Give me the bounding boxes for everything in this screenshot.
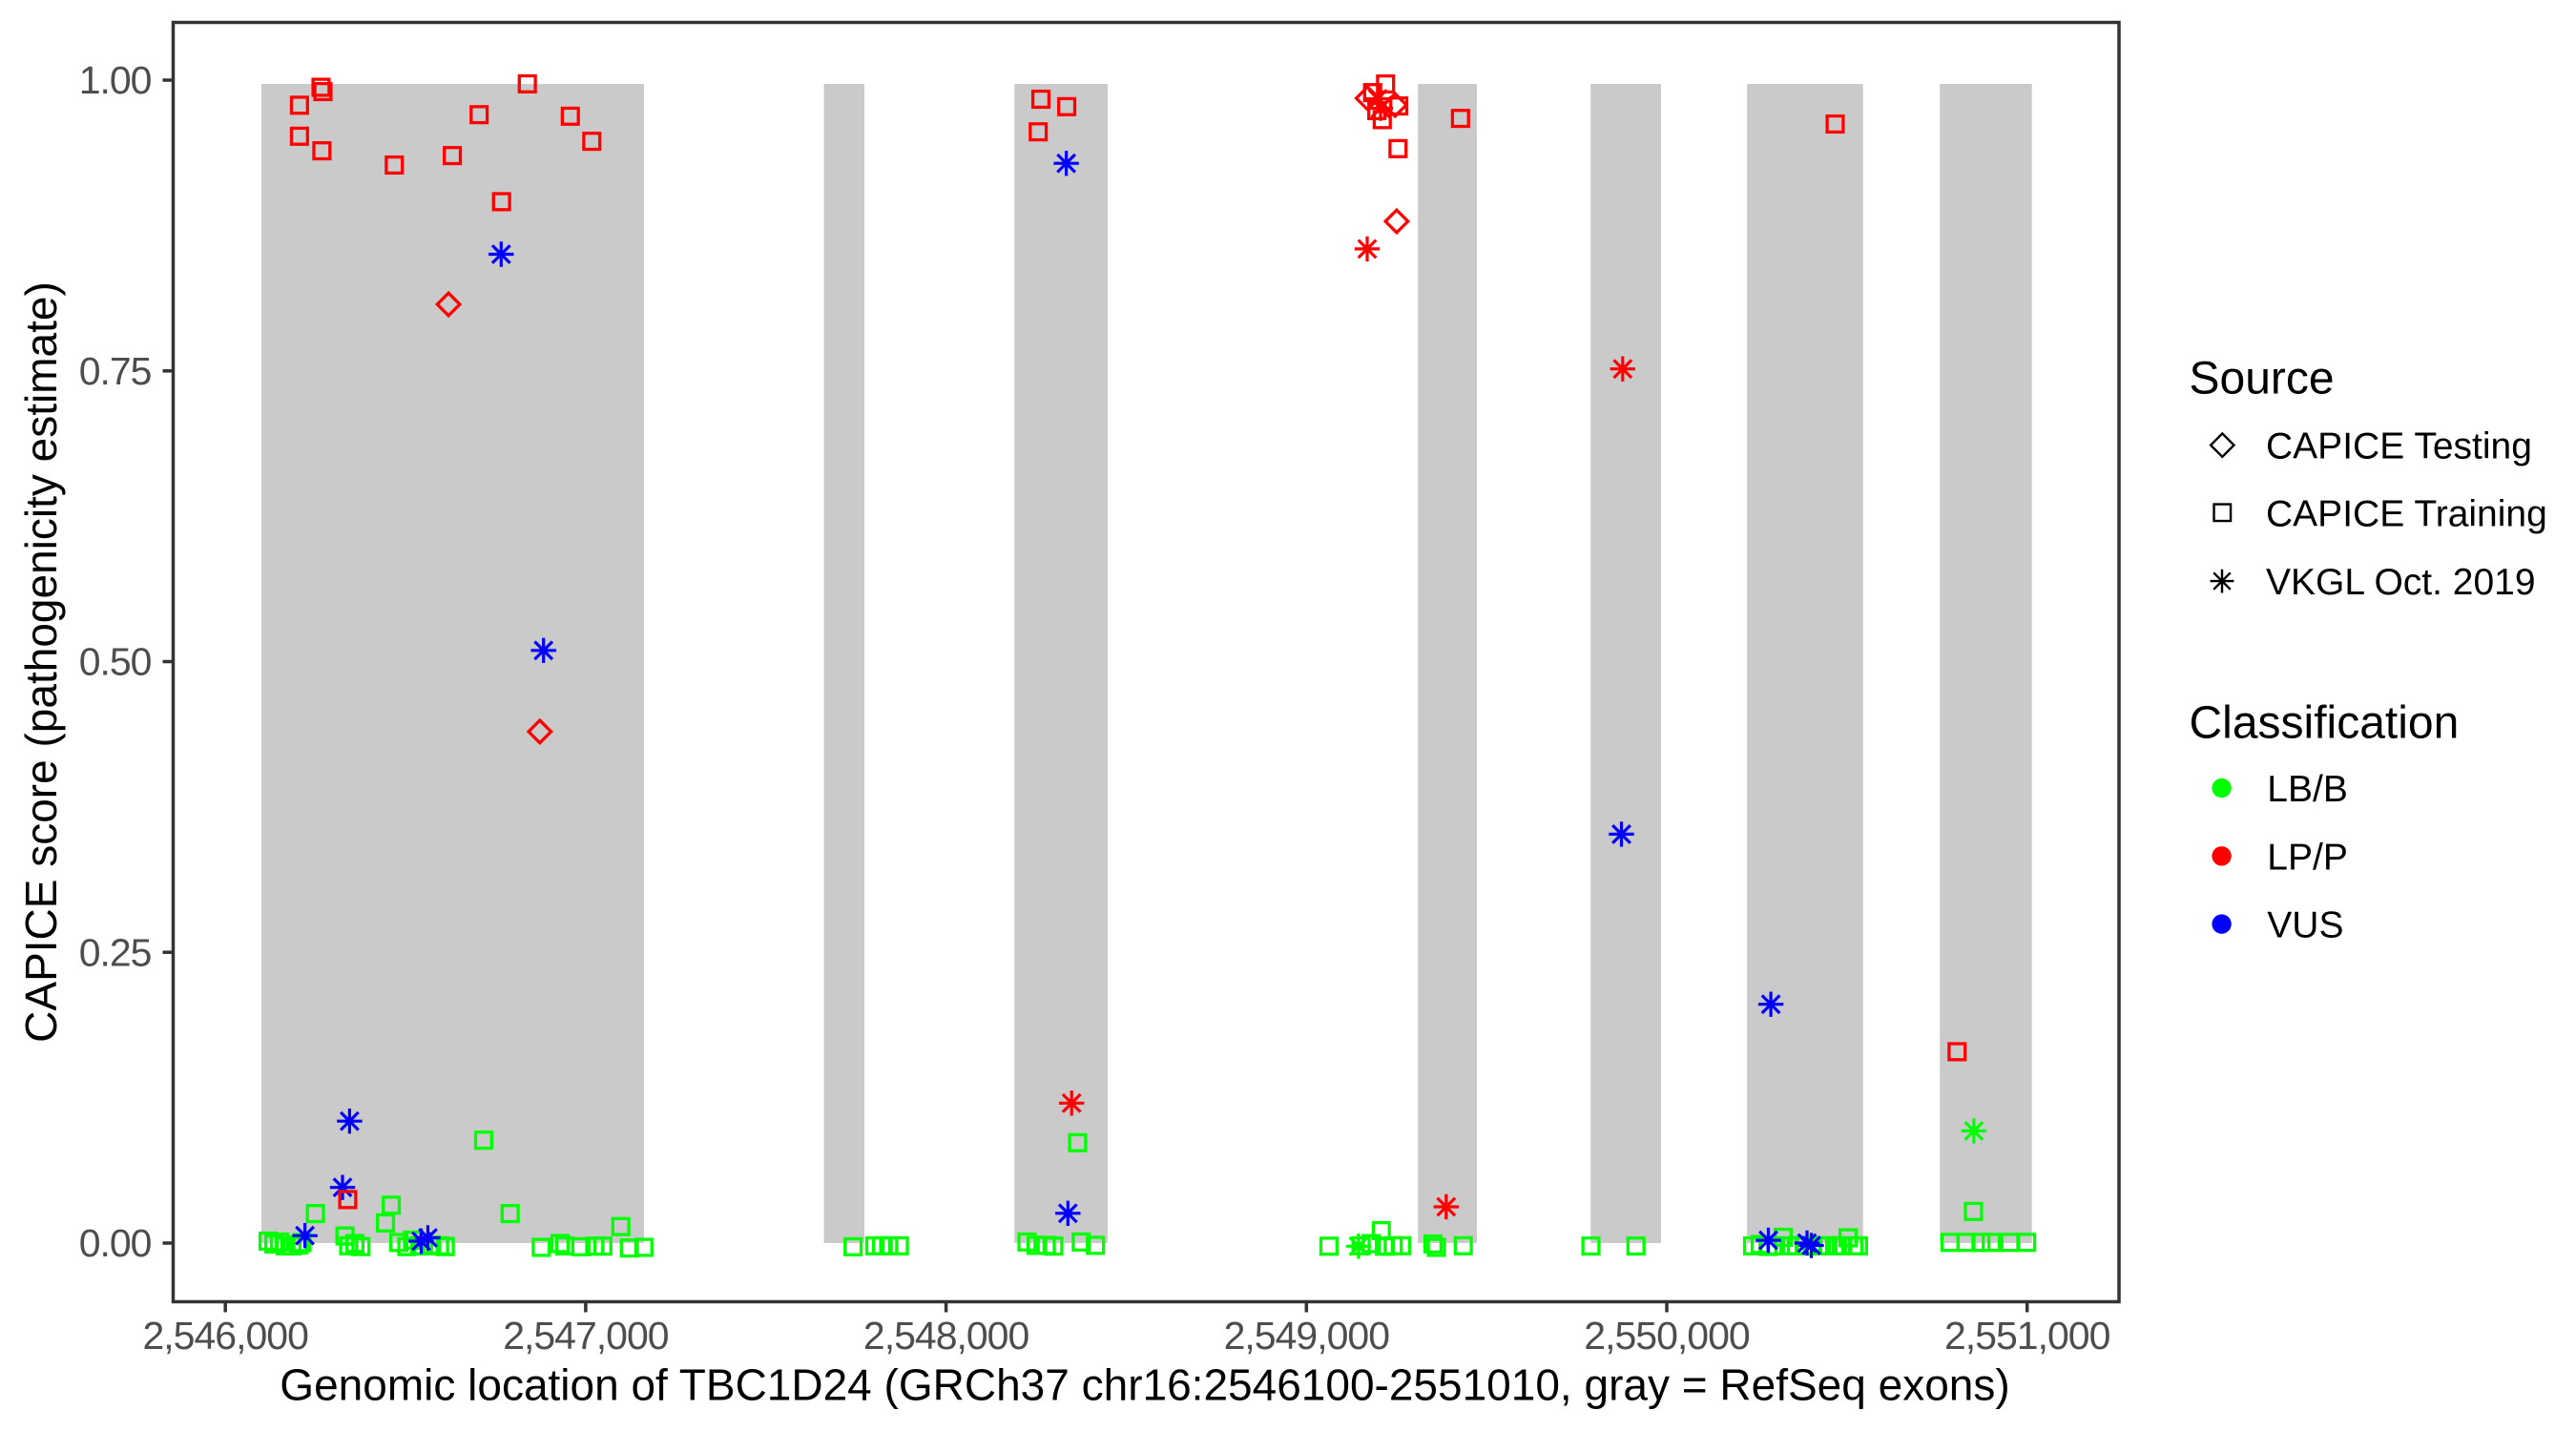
svg-text:LP/P: LP/P: [2267, 837, 2348, 878]
svg-text:2,548,000: 2,548,000: [863, 1314, 1029, 1358]
svg-text:1.00: 1.00: [79, 58, 152, 102]
svg-text:0.75: 0.75: [79, 349, 152, 393]
svg-text:Genomic location of TBC1D24 (G: Genomic location of TBC1D24 (GRCh37 chr1…: [280, 1359, 2009, 1409]
svg-text:VKGL Oct. 2019: VKGL Oct. 2019: [2266, 562, 2536, 603]
svg-text:LB/B: LB/B: [2267, 769, 2348, 810]
svg-text:CAPICE Testing: CAPICE Testing: [2266, 426, 2532, 467]
svg-text:2,551,000: 2,551,000: [1944, 1314, 2110, 1358]
svg-text:0.50: 0.50: [79, 640, 152, 684]
svg-text:2,549,000: 2,549,000: [1224, 1314, 1390, 1358]
svg-text:Source: Source: [2190, 354, 2335, 404]
svg-text:CAPICE score (pathogenicity es: CAPICE score (pathogenicity estimate): [16, 281, 66, 1043]
svg-text:VUS: VUS: [2267, 905, 2343, 946]
svg-text:0.00: 0.00: [79, 1221, 152, 1265]
svg-text:CAPICE Training: CAPICE Training: [2266, 493, 2547, 534]
svg-text:Classification: Classification: [2190, 698, 2460, 749]
svg-text:2,547,000: 2,547,000: [503, 1314, 669, 1358]
svg-text:2,546,000: 2,546,000: [142, 1314, 308, 1358]
svg-text:0.25: 0.25: [79, 930, 152, 974]
svg-text:2,550,000: 2,550,000: [1584, 1314, 1750, 1358]
